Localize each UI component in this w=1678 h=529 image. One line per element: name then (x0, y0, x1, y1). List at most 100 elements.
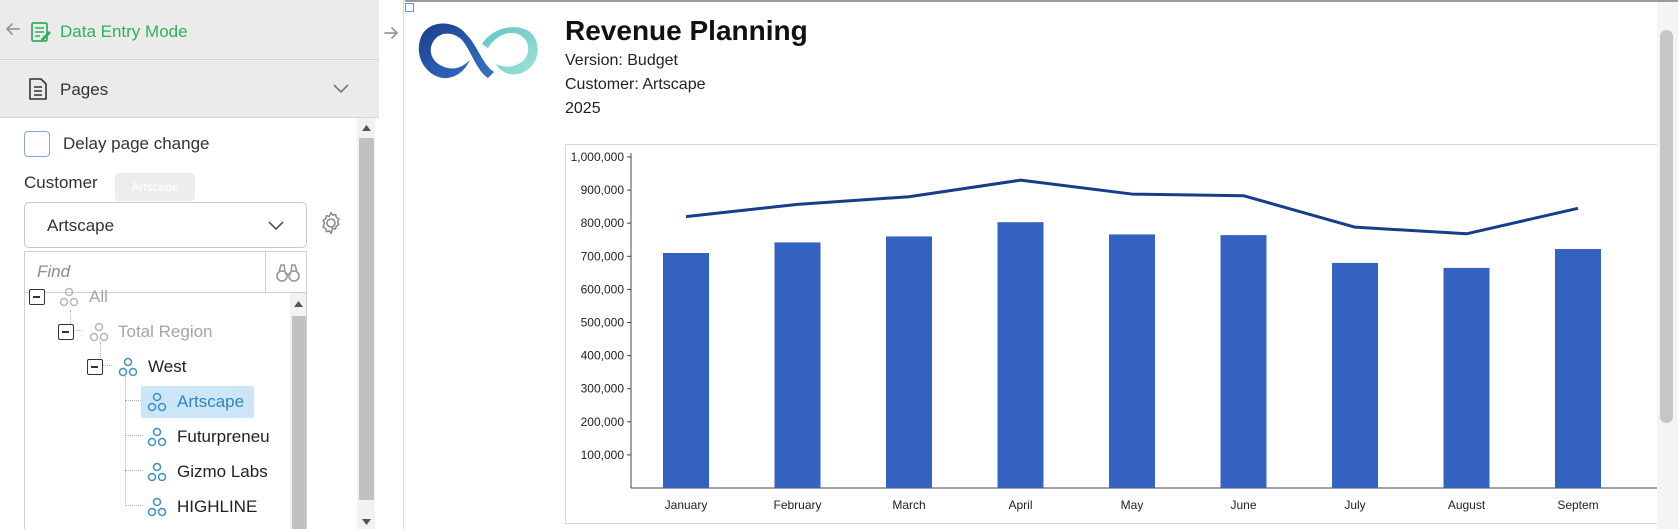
x-tick-label: Septem (1557, 498, 1598, 512)
tree-guide (125, 435, 143, 436)
collapse-icon[interactable] (29, 289, 45, 305)
mode-bar: Data Entry Mode (0, 0, 379, 60)
customer-tooltip: Artscape (115, 173, 195, 201)
tree-label: Futurpreneu (177, 427, 270, 446)
tree-node-gizmo-labs[interactable]: Gizmo Labs (25, 456, 268, 488)
tree-node-all[interactable]: All (25, 281, 265, 313)
tree-scrollbar-thumb[interactable] (292, 316, 306, 529)
tree-guide (125, 505, 143, 506)
hierarchy-icon (147, 497, 167, 517)
tree-label: Gizmo Labs (177, 462, 268, 481)
tree-node-futurpreneu[interactable]: Futurpreneu (25, 421, 270, 453)
hierarchy-icon (89, 322, 109, 342)
bar (1555, 249, 1601, 488)
selection-highlight (141, 386, 254, 418)
chevron-down-icon[interactable] (267, 218, 285, 232)
customer-tree: All Total Region (24, 251, 307, 529)
tree-label: Total Region (118, 322, 213, 341)
scroll-down-icon[interactable] (361, 518, 372, 526)
bar (997, 222, 1044, 488)
year-label: 2025 (565, 100, 601, 117)
bar (1109, 234, 1155, 488)
find-input[interactable] (25, 252, 265, 292)
hierarchy-icon (59, 287, 79, 307)
gear-icon[interactable] (318, 210, 344, 236)
tree-node-artscape[interactable]: Artscape (25, 386, 265, 418)
scroll-up-icon[interactable] (361, 124, 372, 132)
y-tick-label: 700,000 (581, 249, 625, 263)
find-divider (25, 292, 306, 293)
binoculars-icon[interactable] (275, 262, 301, 284)
tree-guide (125, 400, 143, 401)
chevron-down-icon[interactable] (332, 81, 350, 95)
bar (774, 242, 821, 488)
panel-scrollbar-thumb[interactable] (359, 138, 374, 500)
pages-label: Pages (60, 80, 109, 99)
back-arrow-icon[interactable] (4, 20, 22, 38)
x-tick-label: February (773, 498, 821, 512)
x-tick-label: May (1121, 498, 1144, 512)
report-canvas: Revenue Planning Version: Budget Custome… (405, 0, 1678, 529)
tree-label: Artscape (177, 392, 245, 411)
x-tick-label: June (1230, 498, 1256, 512)
y-tick-label: 500,000 (581, 316, 625, 330)
bar (886, 236, 932, 488)
customer-info: Customer: Artscape (565, 76, 706, 93)
chart-svg: 100,000 200,000 300,000 400,000 500,000 600,0… (571, 150, 1676, 512)
y-tick-label: 600,000 (581, 282, 625, 296)
pages-section-header[interactable]: Pages (0, 61, 379, 118)
tree-node-highline[interactable]: HIGHLINE (25, 491, 265, 523)
tree-guide (125, 470, 143, 471)
collapse-icon[interactable] (58, 324, 74, 340)
x-tick-label: April (1008, 498, 1032, 512)
company-logo (418, 23, 538, 79)
x-tick-label: March (892, 498, 925, 512)
selection-handle[interactable] (405, 3, 414, 12)
bar (1443, 267, 1490, 488)
delay-page-change-label: Delay page change (63, 134, 210, 153)
x-tick-label: January (665, 498, 708, 512)
hierarchy-icon (147, 392, 167, 412)
left-panel: Data Entry Mode Pages Delay page change … (0, 0, 379, 529)
filter-panel-body: Delay page change Customer Artscape Arts… (0, 118, 379, 529)
data-entry-icon (31, 22, 51, 42)
bar (1332, 262, 1378, 488)
hierarchy-icon (147, 462, 167, 482)
tree-label: All (89, 287, 108, 306)
series-line (685, 178, 1579, 236)
tree-guide (70, 330, 82, 331)
y-tick-label: 200,000 (581, 415, 625, 429)
collapse-icon[interactable] (87, 359, 103, 375)
y-tick-label: 300,000 (581, 382, 625, 396)
revenue-chart: 100,000 200,000 300,000 400,000 500,000 600,0… (565, 144, 1676, 524)
y-tick-label: 100,000 (581, 448, 625, 462)
y-tick-label: 800,000 (581, 216, 625, 230)
x-tick-label: August (1448, 498, 1486, 512)
tree-label: HIGHLINE (177, 497, 258, 516)
y-tick-label: 400,000 (581, 349, 625, 363)
hierarchy-icon (147, 427, 167, 447)
version-label: Version: Budget (565, 52, 678, 69)
customer-select[interactable]: Artscape (24, 202, 307, 248)
report-title: Revenue Planning (565, 15, 808, 46)
tree-guide (125, 376, 126, 506)
report-scrollbar-thumb[interactable] (1660, 30, 1673, 423)
forward-arrow-icon[interactable] (382, 24, 400, 42)
tree-guide (70, 310, 71, 330)
customer-select-value: Artscape (47, 216, 115, 235)
mode-label: Data Entry Mode (60, 22, 188, 41)
tree-guide (100, 365, 112, 366)
delay-page-change-checkbox[interactable] (24, 131, 50, 157)
pages-icon (29, 78, 47, 100)
scroll-up-icon[interactable] (293, 300, 304, 308)
tree-node-total-region[interactable]: Total Region (25, 316, 265, 348)
tree-label: West (148, 357, 187, 376)
hierarchy-icon (118, 357, 138, 377)
bar (1220, 235, 1267, 488)
x-tick-label: July (1344, 498, 1365, 512)
find-divider (265, 252, 266, 292)
tree-node-west[interactable]: West (25, 351, 265, 383)
y-tick-label: 900,000 (581, 183, 625, 197)
tree-guide (100, 342, 101, 364)
